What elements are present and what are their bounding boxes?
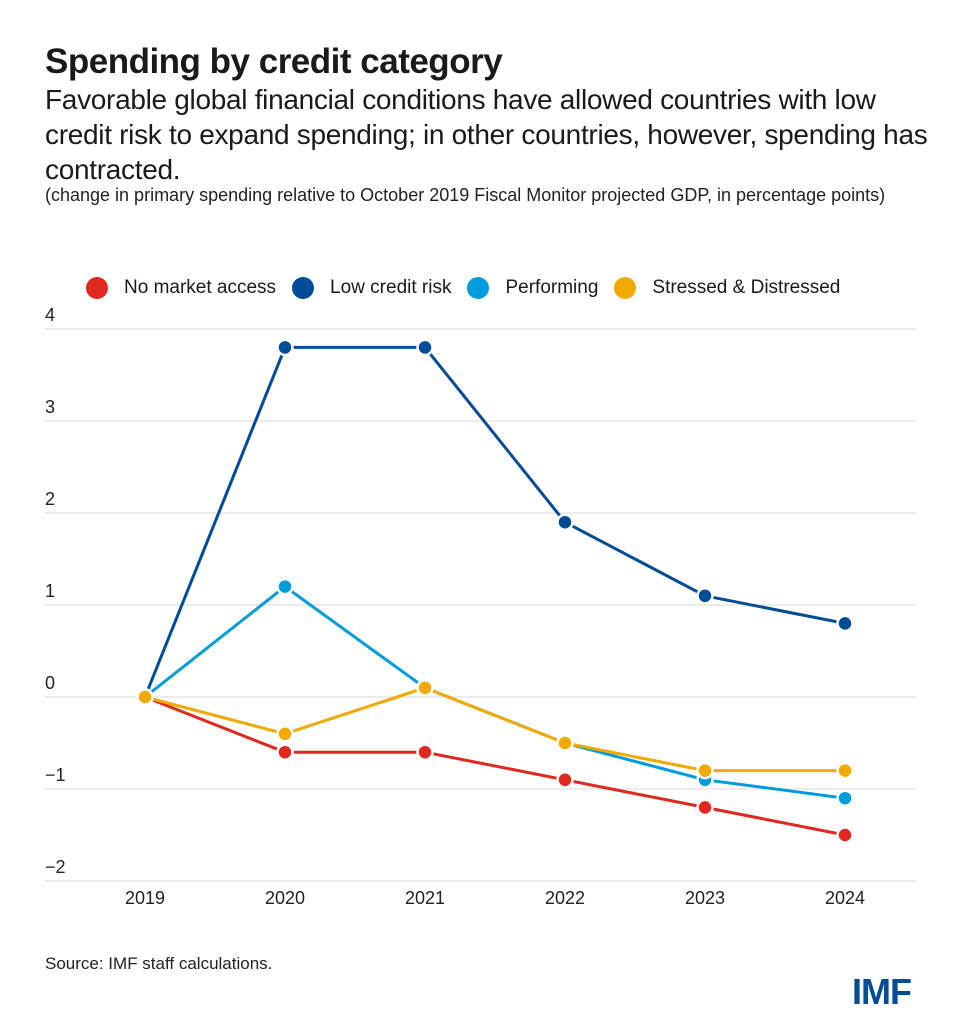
data-point-no-market-access: [696, 798, 714, 817]
y-tick-label: 4: [45, 305, 55, 325]
series-line-stressed-distressed: [144, 686, 845, 773]
data-point-stressed-distressed: [836, 761, 854, 780]
legend-item-no-market-access: No market access: [86, 277, 276, 299]
data-point-no-market-access: [836, 826, 854, 844]
y-tick-label: −2: [45, 857, 66, 877]
data-point-low-credit-risk: [276, 338, 294, 357]
chart-subtitle: Favorable global financial conditions ha…: [45, 84, 928, 185]
series-lines: [143, 345, 846, 837]
imf-logo: IMF: [852, 971, 912, 1012]
legend-label: Stressed & Distressed: [652, 277, 841, 298]
data-point-no-market-access: [276, 743, 294, 761]
y-axis-ticks: 4 3 2 1 0 −1 −2: [45, 305, 66, 877]
legend-label: Low credit risk: [330, 277, 452, 298]
x-tick-label: 2019: [125, 888, 165, 908]
legend-label: Performing: [505, 277, 599, 298]
data-point-no-market-access: [416, 743, 434, 761]
legend: No market access Low credit risk Perform…: [86, 276, 856, 300]
source-note: Source: IMF staff calculations.: [45, 954, 273, 973]
legend-dot-icon: [86, 277, 108, 299]
data-point-stressed-distressed: [136, 688, 154, 706]
series-points: [136, 338, 854, 844]
legend-dot-icon: [292, 277, 315, 299]
legend-item-performing: Performing: [467, 277, 598, 299]
data-point-low-credit-risk: [696, 587, 714, 605]
x-tick-label: 2020: [265, 888, 305, 908]
data-point-low-credit-risk: [836, 614, 854, 633]
series-line-no-market-access: [144, 695, 846, 837]
data-point-stressed-distressed: [696, 761, 714, 780]
legend-dot-icon: [467, 277, 490, 299]
gridlines: [45, 328, 916, 882]
data-point-no-market-access: [556, 771, 574, 789]
legend-item-stressed-distressed: Stressed & Distressed: [614, 277, 840, 299]
line-chart: 4 3 2 1 0 −1 −2 2019 2020 2021 2022 2023 2024: [45, 305, 916, 908]
x-tick-label: 2023: [685, 888, 725, 908]
data-point-stressed-distressed: [276, 725, 294, 743]
chart-units-note: (change in primary spending relative to …: [45, 185, 886, 205]
x-tick-label: 2022: [545, 888, 585, 908]
x-axis-ticks: 2019 2020 2021 2022 2023 2024: [125, 888, 865, 908]
x-tick-label: 2021: [405, 888, 445, 908]
x-tick-label: 2024: [825, 888, 865, 908]
data-point-low-credit-risk: [556, 513, 574, 531]
chart-title: Spending by credit category: [45, 42, 503, 81]
legend-label: No market access: [124, 277, 277, 298]
data-point-performing: [276, 577, 294, 596]
data-point-stressed-distressed: [556, 734, 574, 752]
series-line-low-credit-risk: [143, 345, 846, 698]
y-tick-label: 2: [45, 489, 55, 509]
y-tick-label: 3: [45, 397, 55, 417]
y-tick-label: 0: [45, 673, 55, 693]
data-point-performing: [836, 789, 854, 807]
y-tick-label: 1: [45, 581, 55, 601]
data-point-stressed-distressed: [416, 679, 434, 697]
y-tick-label: −1: [45, 765, 66, 785]
data-point-low-credit-risk: [416, 338, 434, 357]
legend-dot-icon: [614, 277, 637, 299]
legend-item-low-credit-risk: Low credit risk: [292, 277, 451, 299]
